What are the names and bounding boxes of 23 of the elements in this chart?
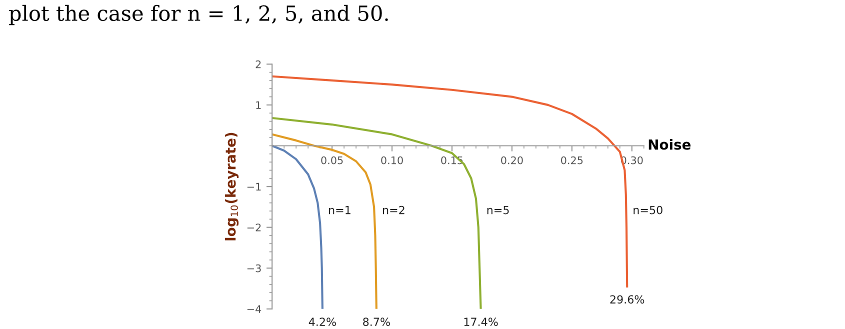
chart-title: plot the case for n = 1, 2, 5, and 50. — [9, 4, 388, 26]
series-label: n=5 — [487, 206, 509, 214]
y-tick-label: −3 — [247, 264, 261, 272]
series-label: n=2 — [383, 206, 404, 214]
y-tick-label: 1 — [256, 101, 261, 109]
annotation: 8.7% — [363, 318, 390, 326]
y-tick-label: −2 — [247, 224, 261, 232]
x-tick-label: 0.10 — [381, 156, 403, 164]
x-tick-label: 0.25 — [561, 156, 583, 164]
line-series — [272, 133, 378, 309]
x-axis-title: Noise — [648, 139, 691, 150]
annotation: 29.6% — [610, 295, 644, 304]
y-tick-label: 2 — [256, 60, 261, 68]
x-tick-label: 0.20 — [501, 156, 523, 164]
annotation: 4.2% — [308, 318, 336, 326]
annotation: 17.4% — [464, 318, 498, 326]
line-series — [272, 116, 482, 309]
series-label: n=1 — [329, 206, 350, 214]
y-tick-label: −4 — [247, 305, 262, 313]
y-tick-label: −1 — [247, 182, 261, 190]
x-tick-label: 0.05 — [321, 156, 343, 164]
series-label: n=50 — [634, 206, 662, 214]
y-axis-title: log$_{10}$(keyrate) — [225, 132, 239, 240]
